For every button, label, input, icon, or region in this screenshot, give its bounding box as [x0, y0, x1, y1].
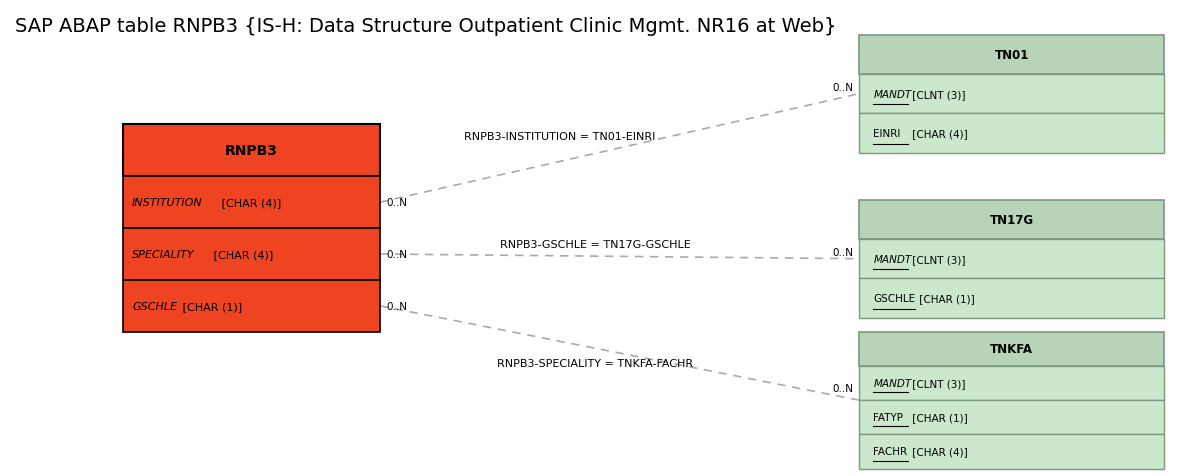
FancyBboxPatch shape: [859, 75, 1165, 114]
FancyBboxPatch shape: [859, 279, 1165, 318]
Text: SPECIALITY: SPECIALITY: [132, 249, 195, 259]
Text: FACHR: FACHR: [873, 446, 907, 456]
Text: RNPB3-INSTITUTION = TN01-EINRI: RNPB3-INSTITUTION = TN01-EINRI: [464, 131, 656, 141]
Text: 0..N: 0..N: [832, 384, 853, 394]
Text: 0..N: 0..N: [386, 198, 407, 208]
Text: [CHAR (1)]: [CHAR (1)]: [909, 412, 968, 422]
Text: MANDT: MANDT: [873, 254, 912, 264]
Text: 0..N: 0..N: [386, 301, 407, 311]
Text: TN01: TN01: [995, 49, 1029, 62]
FancyBboxPatch shape: [859, 114, 1165, 153]
Text: EINRI: EINRI: [873, 129, 901, 139]
FancyBboxPatch shape: [123, 280, 380, 332]
Text: TNKFA: TNKFA: [990, 343, 1033, 356]
Text: RNPB3: RNPB3: [225, 144, 278, 158]
Text: [CHAR (4)]: [CHAR (4)]: [909, 129, 968, 139]
Text: [CHAR (4)]: [CHAR (4)]: [218, 198, 282, 208]
Text: MANDT: MANDT: [873, 378, 912, 388]
Text: GSCHLE: GSCHLE: [132, 301, 177, 311]
FancyBboxPatch shape: [859, 36, 1165, 75]
Text: SAP ABAP table RNPB3 {IS-H: Data Structure Outpatient Clinic Mgmt. NR16 at Web}: SAP ABAP table RNPB3 {IS-H: Data Structu…: [14, 17, 836, 36]
Text: 0..N: 0..N: [832, 247, 853, 257]
FancyBboxPatch shape: [859, 366, 1165, 400]
Text: [CHAR (4)]: [CHAR (4)]: [211, 249, 273, 259]
FancyBboxPatch shape: [123, 125, 380, 177]
Text: GSCHLE: GSCHLE: [873, 293, 915, 303]
Text: [CHAR (4)]: [CHAR (4)]: [909, 446, 968, 456]
Text: INSTITUTION: INSTITUTION: [132, 198, 203, 208]
Text: [CHAR (1)]: [CHAR (1)]: [179, 301, 242, 311]
Text: 0..N: 0..N: [386, 249, 407, 259]
Text: [CLNT (3)]: [CLNT (3)]: [909, 254, 966, 264]
Text: 0..N: 0..N: [832, 82, 853, 92]
FancyBboxPatch shape: [859, 400, 1165, 435]
Text: FATYP: FATYP: [873, 412, 903, 422]
Text: MANDT: MANDT: [873, 89, 912, 99]
Text: [CLNT (3)]: [CLNT (3)]: [909, 89, 966, 99]
FancyBboxPatch shape: [123, 228, 380, 280]
FancyBboxPatch shape: [859, 239, 1165, 279]
Text: [CLNT (3)]: [CLNT (3)]: [909, 378, 966, 388]
FancyBboxPatch shape: [859, 435, 1165, 468]
FancyBboxPatch shape: [859, 200, 1165, 239]
Text: [CHAR (1)]: [CHAR (1)]: [917, 293, 976, 303]
FancyBboxPatch shape: [123, 177, 380, 228]
Text: RNPB3-GSCHLE = TN17G-GSCHLE: RNPB3-GSCHLE = TN17G-GSCHLE: [500, 240, 691, 250]
Text: RNPB3-SPECIALITY = TNKFA-FACHR: RNPB3-SPECIALITY = TNKFA-FACHR: [498, 358, 694, 368]
Text: TN17G: TN17G: [990, 213, 1033, 227]
FancyBboxPatch shape: [859, 332, 1165, 366]
